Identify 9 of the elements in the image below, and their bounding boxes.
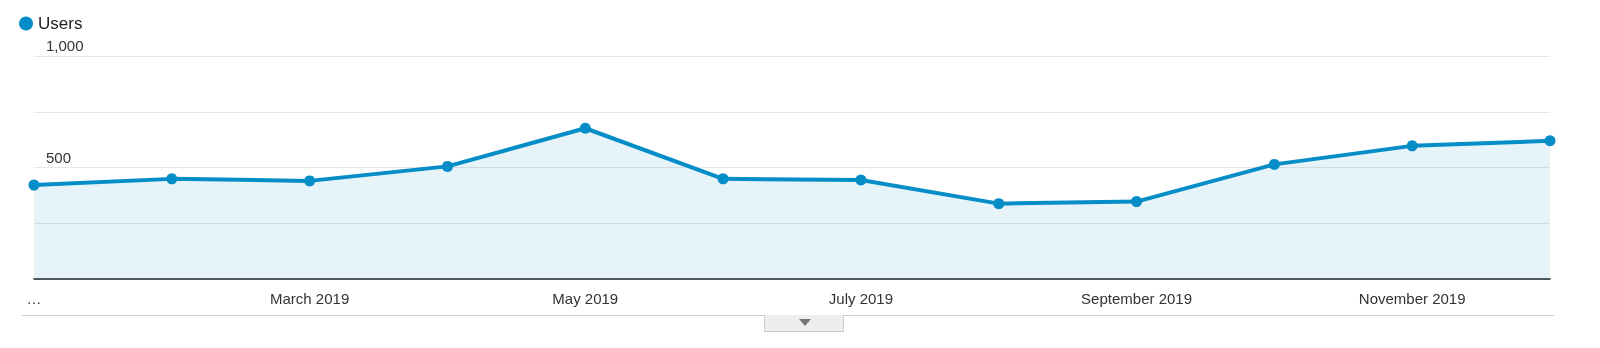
y-tick-label: 500 [46, 148, 72, 166]
x-tick-label: July 2019 [828, 290, 894, 307]
x-tick-label: November 2019 [1358, 290, 1466, 307]
legend-label: Users [38, 14, 83, 33]
x-tick-label: March 2019 [270, 290, 350, 307]
x-tick-label: September 2019 [1081, 290, 1193, 307]
y-tick-label: 1,000 [46, 37, 84, 54]
x-tick-label: May 2019 [552, 290, 619, 307]
x-tick-label: … [26, 290, 42, 307]
